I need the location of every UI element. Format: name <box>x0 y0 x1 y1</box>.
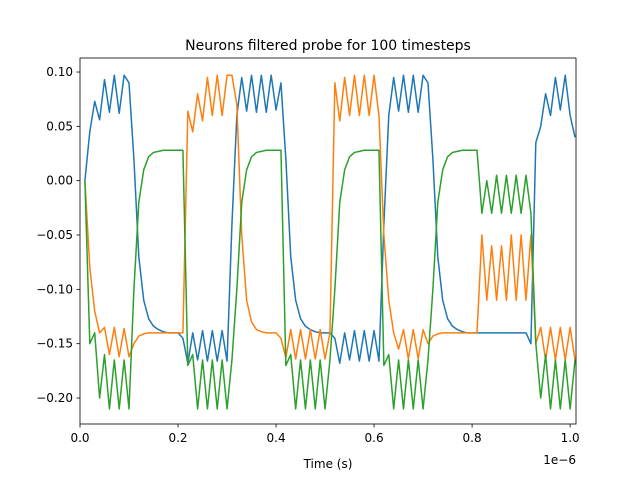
x-tick-label: 0.0 <box>70 431 89 445</box>
x-axis-label: Time (s) <box>303 457 353 471</box>
x-tick-label: 1.0 <box>561 431 580 445</box>
x-tick-label: 0.8 <box>463 431 482 445</box>
plot-frame <box>79 57 577 425</box>
y-tick-label: 0.10 <box>46 65 73 79</box>
series-line <box>84 74 576 361</box>
y-tick-label: −0.20 <box>36 391 73 405</box>
series-line <box>84 149 576 410</box>
y-tick-label: −0.10 <box>36 282 73 296</box>
x-tick-label: 0.2 <box>168 431 187 445</box>
chart-title: Neurons filtered probe for 100 timesteps <box>185 38 471 54</box>
y-tick-label: −0.05 <box>36 228 73 242</box>
y-tick-label: 0.05 <box>46 119 73 133</box>
y-tick-label: 0.00 <box>46 174 73 188</box>
x-tick-label: 0.4 <box>267 431 286 445</box>
x-offset-text: 1e−6 <box>543 453 576 467</box>
x-tick-label: 0.6 <box>365 431 384 445</box>
y-tick-label: −0.15 <box>36 337 73 351</box>
